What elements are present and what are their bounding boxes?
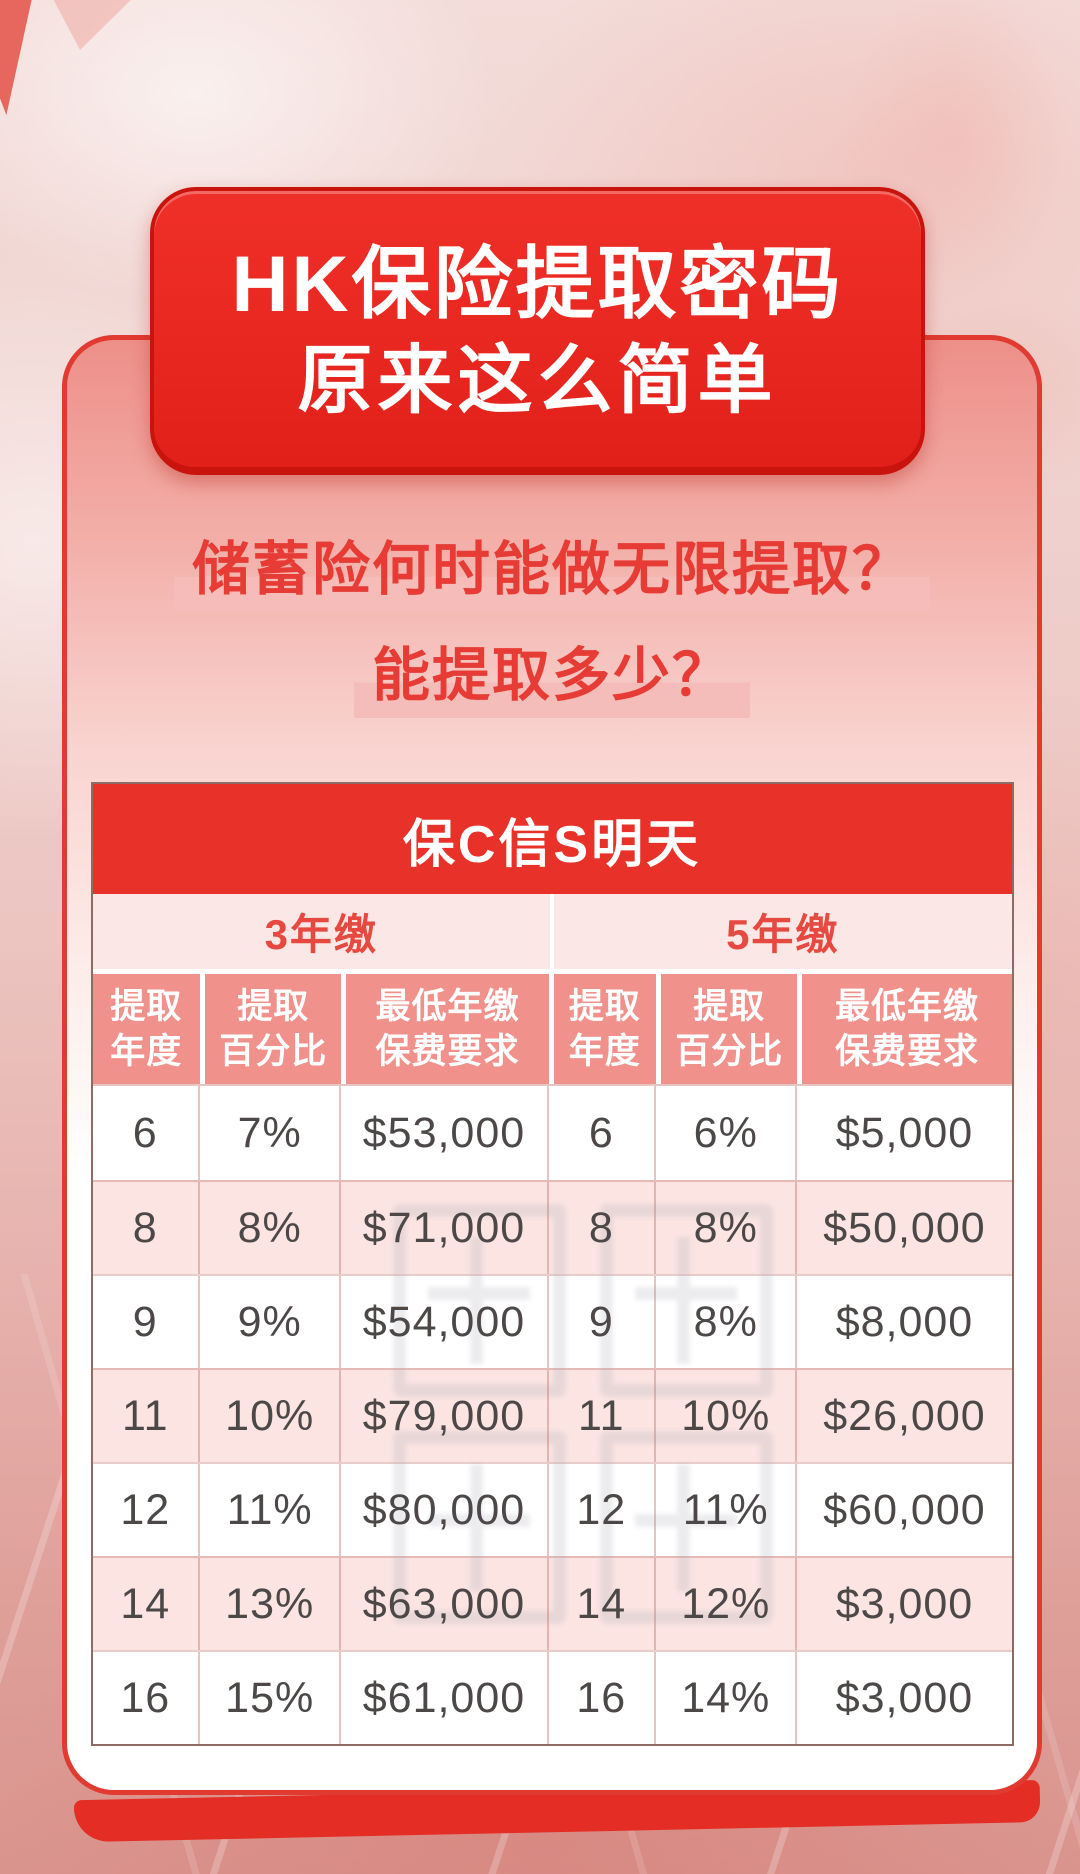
table-cell: $8,000 [835,1297,974,1346]
table-cell: 11 [93,1370,201,1462]
table-cell: 11% [200,1464,342,1556]
table-cell: 14 [549,1558,657,1650]
content-card: 储蓄险何时能做无限提取？ 能提取多少？ 保C信S明天 3年缴 5年缴 提取 年度 [62,335,1042,1795]
table-cell: 12 [549,1464,657,1556]
table-cell: 16 [93,1652,201,1744]
table-cell: $5,000 [835,1108,974,1157]
table-cell: $3,000 [835,1673,974,1722]
table-cell: 7% [200,1086,342,1180]
table-cell: 9 [549,1276,657,1368]
table-cell: 6% [656,1086,798,1180]
table-row: 12 11% $80,000 12 11% $60,000 [92,1462,1012,1556]
table-cell: 13% [200,1558,342,1650]
question-line-1: 储蓄险何时能做无限提取？ [67,522,1037,612]
table-body: 6 7% $53,000 6 6% $5,000 8 8% $71,000 8 … [92,1084,1012,1744]
table-cell: 12% [656,1558,798,1650]
table-cell: 9 [93,1276,201,1368]
table-row: 8 8% $71,000 8 8% $50,000 [92,1180,1012,1274]
table-cell: $80,000 [341,1464,549,1556]
table-title: 保C信S明天 [92,784,1012,894]
top-left-red-decoration-2 [42,0,137,50]
table-cell: $60,000 [823,1485,986,1534]
table-cell: $26,000 [823,1391,986,1440]
group-header-3-year: 3年缴 [264,911,378,958]
column-header-withdraw-percent: 提取 百分比 [656,974,797,1084]
table-cell: 12 [93,1464,201,1556]
table-cell: 8% [656,1182,798,1274]
column-header-row: 提取 年度 提取 百分比 最低年缴 保费要求 提取 年度 [92,969,1012,1084]
question-line-1-text: 储蓄险何时能做无限提取？ [173,535,930,612]
table-row: 11 10% $79,000 11 10% $26,000 [92,1368,1012,1462]
table-cell: 8 [93,1182,201,1274]
column-header-min-premium: 最低年缴 保费要求 [341,974,548,1084]
table-cell: $54,000 [341,1276,549,1368]
question-line-2: 能提取多少？ [67,628,1037,718]
table-cell: 9% [200,1276,342,1368]
column-header-min-premium: 最低年缴 保费要求 [797,974,1011,1084]
table-cell: 10% [656,1370,798,1462]
title-line-1: HK保险提取密码 [231,239,844,329]
table-cell: 6 [549,1086,657,1180]
table-cell: 10% [200,1370,342,1462]
table-cell: $79,000 [341,1370,549,1462]
table-cell: 14% [656,1652,798,1744]
table-cell: $3,000 [835,1579,974,1628]
table-cell: 6 [93,1086,201,1180]
table-cell: $63,000 [341,1558,549,1650]
table-cell: 15% [200,1652,342,1744]
top-left-red-decoration [0,0,32,115]
question-line-2-text: 能提取多少？ [353,641,750,718]
table-cell: 14 [93,1558,201,1650]
table-row: 16 15% $61,000 16 14% $3,000 [92,1650,1012,1744]
payment-term-header-row: 3年缴 5年缴 [92,894,1012,969]
group-header-5-year: 5年缴 [550,894,1012,969]
table-cell: 8% [200,1182,342,1274]
table-row: 14 13% $63,000 14 12% $3,000 [92,1556,1012,1650]
table-row: 9 9% $54,000 9 8% $8,000 [92,1274,1012,1368]
column-header-withdraw-percent: 提取 百分比 [200,974,341,1084]
title-line-2: 原来这么简单 [297,337,778,422]
column-header-withdraw-year: 提取 年度 [110,986,183,1072]
table-cell: 16 [549,1652,657,1744]
table-cell: $71,000 [341,1182,549,1274]
title-banner: HK保险提取密码 原来这么简单 [150,187,925,475]
table-cell: 11 [549,1370,657,1462]
table-row: 6 7% $53,000 6 6% $5,000 [92,1086,1012,1180]
table-cell: 8% [656,1276,798,1368]
table-cell: 8 [549,1182,657,1274]
table-cell: $53,000 [341,1086,549,1180]
table-cell: $61,000 [341,1652,549,1744]
table-cell: $50,000 [823,1203,986,1252]
table-cell: 11% [656,1464,798,1556]
column-header-withdraw-year: 提取 年度 [548,974,657,1084]
withdrawal-table: 保C信S明天 3年缴 5年缴 提取 年度 提取 百分比 最低年缴 [90,782,1014,1746]
